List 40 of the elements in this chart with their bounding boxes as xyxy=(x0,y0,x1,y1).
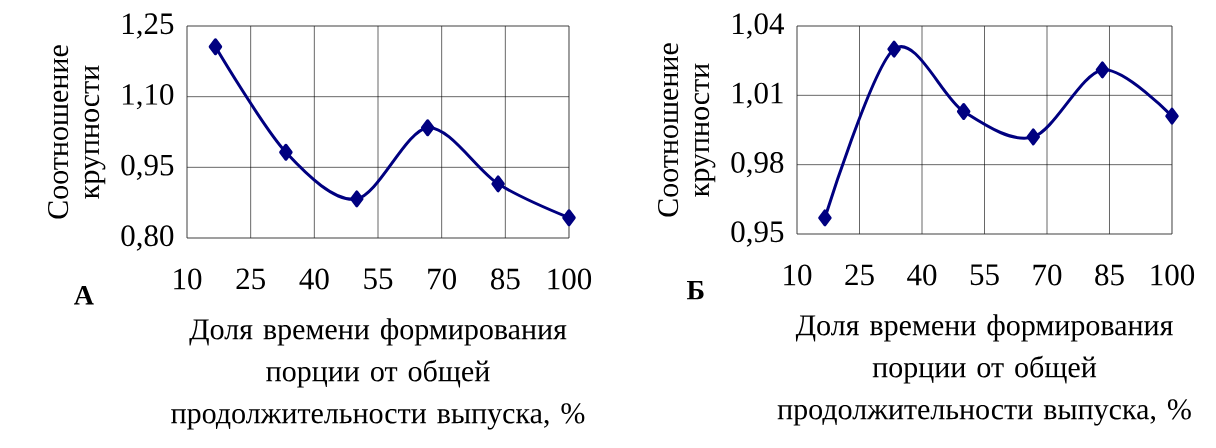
x-tick-label: 25 xyxy=(845,264,874,286)
y-tick-label: 0,95 xyxy=(121,154,174,181)
point xyxy=(491,175,505,193)
point xyxy=(562,209,576,227)
y-tick-label: 1,04 xyxy=(732,13,784,39)
point xyxy=(208,38,223,56)
point xyxy=(818,209,832,227)
x-tick-label: 100 xyxy=(548,268,592,290)
point xyxy=(956,103,971,121)
y-tick-label: 0,98 xyxy=(731,151,784,178)
x-tick-label: 85 xyxy=(1095,264,1124,286)
x-tick-label: 10 xyxy=(174,268,202,290)
x-tick-label: 25 xyxy=(236,268,265,290)
point xyxy=(420,119,435,137)
x-tick-label: 55 xyxy=(364,268,393,290)
y-tick-label: 1,10 xyxy=(122,83,174,110)
point xyxy=(279,143,293,161)
x-tick-label: 40 xyxy=(907,264,937,286)
y-axis-title: Соотношение крупности xyxy=(48,45,106,219)
x-tick-label: 10 xyxy=(784,264,812,286)
x-axis-title: Доля времени формирования порции от общей продолжительности выпуска, % xyxy=(777,314,1191,426)
y-tick-label: 1,25 xyxy=(122,13,174,39)
text: А xyxy=(74,286,94,305)
x-tick-label: 100 xyxy=(1151,264,1195,286)
point xyxy=(1026,128,1040,146)
y-tick-label: 0,95 xyxy=(731,221,784,247)
x-tick-label: 55 xyxy=(970,264,999,286)
x-axis-title: Доля времени формирования порции от общей продолжительности выпуска, % xyxy=(171,318,585,430)
y-tick-label: 0,80 xyxy=(121,225,174,251)
point xyxy=(1165,107,1179,125)
point xyxy=(350,190,364,208)
text: Б xyxy=(686,281,704,300)
x-tick-label: 70 xyxy=(1033,264,1062,286)
y-axis-title: Соотношение крупности xyxy=(658,43,716,217)
x-tick-label: 85 xyxy=(491,268,520,290)
y-tick-label: 1,01 xyxy=(732,82,783,109)
point xyxy=(1095,61,1110,79)
x-tick-label: 70 xyxy=(428,268,456,290)
point xyxy=(887,40,901,58)
x-tick-label: 40 xyxy=(299,268,329,290)
